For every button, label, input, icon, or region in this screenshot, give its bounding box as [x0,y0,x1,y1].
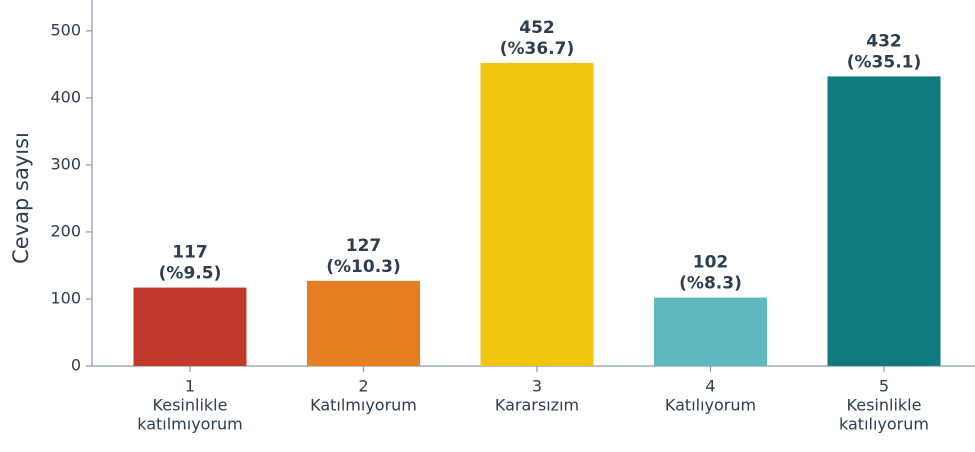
y-tick-label: 100 [50,288,81,307]
x-tick-label: Katılmıyorum [310,396,417,415]
value-label: 117 [172,243,208,263]
bar [827,76,941,367]
y-tick-label: 500 [50,20,81,39]
x-tick-label: Kararsızım [495,396,579,415]
value-label: (%36.7) [500,39,575,59]
x-tick-label: 1 [185,377,195,396]
x-tick-label: 3 [532,377,542,396]
bar [654,297,767,366]
x-tick-label: katılıyorum [839,415,929,434]
bar [480,63,594,367]
x-tick-label: Kesinlikle [153,396,228,415]
value-label: (%9.5) [159,264,222,284]
y-tick-label: 300 [50,154,81,173]
x-tick-label: 2 [358,377,368,396]
value-label: 127 [346,236,382,256]
value-label: 432 [866,31,902,51]
x-tick-label: 4 [705,377,715,396]
value-label: (%8.3) [679,274,742,294]
bar [307,280,420,366]
value-label: 452 [519,18,555,38]
x-tick-label: 5 [879,377,889,396]
x-tick-label: Katılıyorum [665,396,756,415]
y-tick-label: 200 [50,221,81,240]
x-tick-label: Kesinlikle [847,396,922,415]
y-axis-label: Cevap sayısı [9,132,33,264]
bar [133,287,247,366]
y-tick-label: 0 [71,356,81,375]
value-label: 102 [693,253,729,273]
x-tick-label: katılmıyorum [137,415,243,434]
value-label: (%35.1) [847,52,922,72]
y-tick-label: 400 [50,87,81,106]
value-label: (%10.3) [326,257,401,277]
